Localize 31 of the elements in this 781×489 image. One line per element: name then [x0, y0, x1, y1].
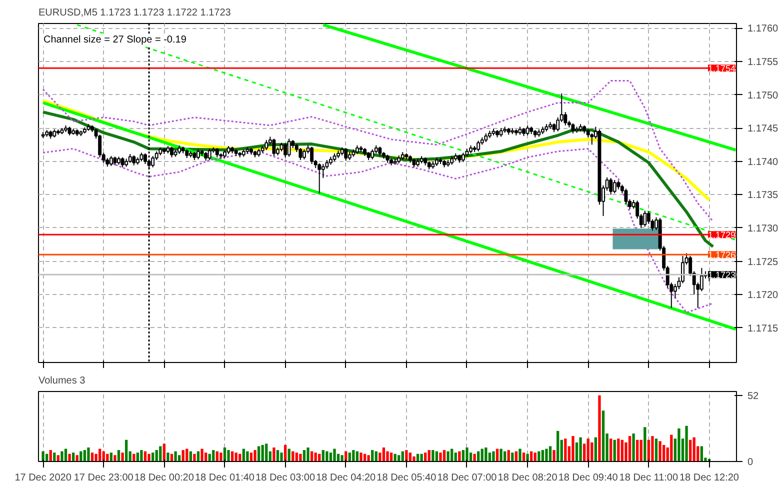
- annotation: Channel size = 27 Slope = -0.19: [44, 34, 187, 46]
- y-tick-label: 52: [748, 390, 760, 402]
- y-tick-label: 1.1750: [748, 90, 779, 102]
- x-tick-label: 18 Dec 00:20: [134, 472, 194, 484]
- chart-title: Volumes 3: [38, 376, 86, 386]
- x-tick-label: 18 Dec 07:00: [437, 472, 498, 484]
- ref-line-label: 1.1754: [708, 64, 736, 74]
- x-tick-label: 17 Dec 23:00: [74, 472, 134, 484]
- y-tick-label: 1.1760: [748, 24, 779, 35]
- y-tick-label: 1.1745: [748, 124, 779, 135]
- x-tick-label: 18 Dec 09:40: [558, 472, 618, 484]
- y-tick-label: 1.1735: [748, 190, 779, 202]
- ref-line-label: 1.1729: [708, 230, 736, 240]
- chart-title: EURUSD,M5 1.1723 1.1723 1.1722 1.1723: [38, 8, 232, 18]
- x-tick-label: 18 Dec 12:20: [680, 472, 740, 484]
- x-tick-label: 18 Dec 08:20: [498, 472, 558, 484]
- x-tick-label: 18 Dec 05:40: [376, 472, 437, 484]
- y-tick-label: 1.1740: [748, 156, 779, 168]
- y-tick-label: 1.1755: [748, 56, 779, 68]
- y-tick-label: 0: [748, 457, 754, 468]
- x-tick-label: 17 Dec 2020: [14, 472, 72, 484]
- x-tick-label: 18 Dec 03:00: [256, 472, 316, 484]
- x-tick-label: 18 Dec 04:20: [316, 472, 376, 484]
- ref-line-label: 1.1726: [708, 250, 736, 260]
- x-tick-label: 18 Dec 01:40: [194, 472, 255, 484]
- y-tick-label: 1.1730: [748, 223, 779, 234]
- y-tick-label: 1.1720: [748, 290, 779, 302]
- y-tick-label: 1.1725: [748, 256, 779, 268]
- y-tick-label: 1.1715: [748, 323, 779, 334]
- x-tick-label: 18 Dec 11:00: [619, 472, 678, 484]
- ref-line-label: 1.1723: [708, 270, 736, 280]
